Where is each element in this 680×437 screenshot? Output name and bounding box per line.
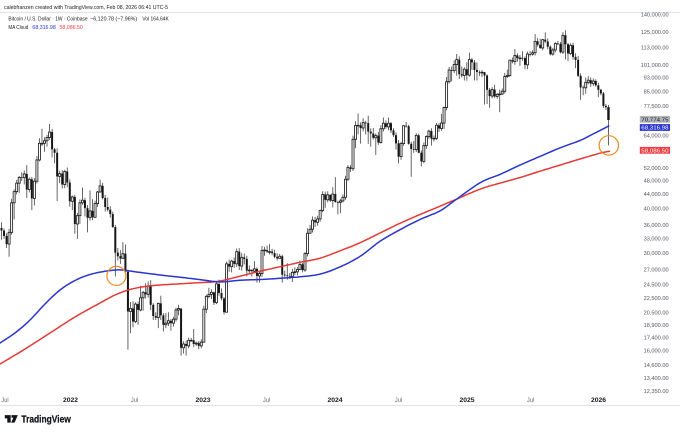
svg-text:MA Cloud: MA Cloud [8,25,28,31]
svg-text:77,500.00: 77,500.00 [644,104,670,110]
svg-text:16,000.00: 16,000.00 [644,349,670,355]
svg-text:36,000.00: 36,000.00 [644,223,670,229]
svg-text:12,350.00: 12,350.00 [644,389,670,395]
svg-text:18,900.00: 18,900.00 [644,323,670,329]
svg-text:Jul: Jul [527,398,534,404]
svg-text:14,600.00: 14,600.00 [644,363,670,369]
svg-text:125,000.00: 125,000.00 [641,30,669,36]
svg-text:20,500.00: 20,500.00 [644,310,670,316]
svg-text:33,000.00: 33,000.00 [644,237,670,243]
svg-text:13,400.00: 13,400.00 [644,376,670,382]
svg-text:30,000.00: 30,000.00 [644,251,670,257]
svg-text:64,000.00: 64,000.00 [644,134,670,140]
svg-text:58,086.50: 58,086.50 [60,25,84,31]
svg-text:101,000.00: 101,000.00 [641,63,669,69]
svg-text:Jul: Jul [395,398,402,404]
svg-text:−6,120.78 (−7.96%): −6,120.78 (−7.96%) [90,16,137,22]
svg-text:70,774.75: 70,774.75 [641,117,669,123]
svg-text:17,400.00: 17,400.00 [644,336,670,342]
svg-text:27,000.00: 27,000.00 [644,268,670,274]
svg-text:Jul: Jul [131,398,138,404]
svg-text:93,000.00: 93,000.00 [644,76,670,82]
svg-text:44,000.00: 44,000.00 [644,192,670,198]
svg-text:Vol 164.64K: Vol 164.64K [142,16,168,22]
svg-text:68,316.98: 68,316.98 [32,25,56,31]
svg-text:52,000.00: 52,000.00 [644,166,670,172]
svg-text:2022: 2022 [63,397,78,404]
svg-text:Bitcoin / U.S. Dollar · 1W · C: Bitcoin / U.S. Dollar · 1W · Coinbase [8,16,87,22]
svg-text:48,000.00: 48,000.00 [644,178,670,184]
svg-text:140,000.00: 140,000.00 [641,12,669,18]
svg-text:Jul: Jul [1,398,8,404]
svg-text:2023: 2023 [196,397,211,404]
svg-text:Jul: Jul [263,398,270,404]
svg-text:22,500.00: 22,500.00 [644,296,670,302]
svg-text:2024: 2024 [328,397,343,404]
svg-text:40,000.00: 40,000.00 [644,207,670,213]
svg-text:calebfranzen created with Trad: calebfranzen created with TradingView.co… [4,5,169,11]
svg-text:2025: 2025 [460,397,475,404]
svg-text:TradingView: TradingView [21,415,71,426]
svg-text:2026: 2026 [591,397,606,404]
svg-text:68,316.98: 68,316.98 [641,126,669,132]
svg-text:113,000.00: 113,000.00 [641,46,669,52]
svg-text:85,000.00: 85,000.00 [644,90,670,96]
svg-text:58,086.50: 58,086.50 [641,148,669,154]
svg-text:24,500.00: 24,500.00 [644,283,670,289]
